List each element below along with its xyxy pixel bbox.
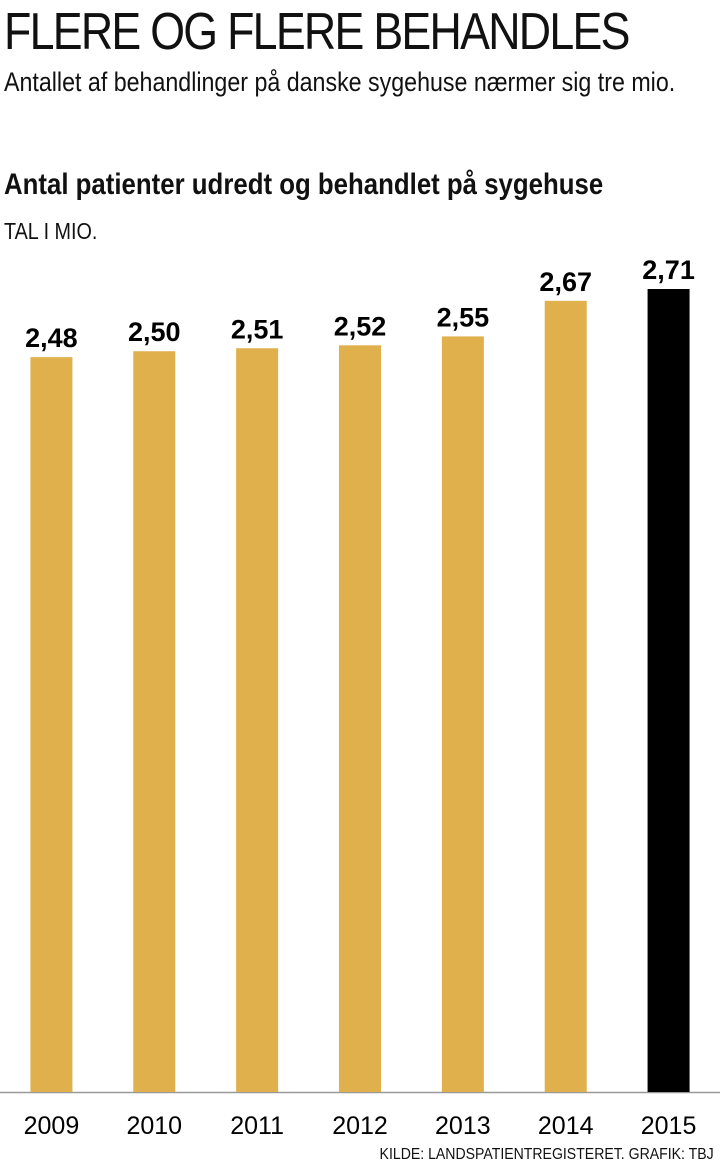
chart-title: Antal patienter udredt og behandlet på s… [4, 168, 604, 201]
bar [339, 345, 381, 1092]
x-tick-label: 2014 [538, 1112, 594, 1140]
bar [647, 289, 690, 1092]
subtitle: Antallet af behandlinger på danske sygeh… [4, 67, 676, 97]
x-tick-label: 2015 [641, 1112, 697, 1140]
title: FLERE OG FLERE BEHANDLES [4, 3, 630, 61]
bar [441, 336, 484, 1092]
x-tick-label: 2009 [24, 1112, 80, 1140]
value-label: 2,55 [437, 302, 490, 332]
bar [133, 351, 176, 1092]
value-label: 2,48 [25, 323, 78, 353]
bar [544, 300, 587, 1092]
value-label: 2,71 [642, 255, 695, 285]
bar [30, 357, 73, 1092]
value-label: 2,50 [128, 317, 181, 347]
bar [236, 348, 279, 1093]
value-label: 2,51 [231, 314, 284, 344]
x-tick-label: 2010 [126, 1112, 182, 1140]
x-tick-label: 2012 [332, 1112, 388, 1140]
x-tick-label: 2013 [435, 1112, 491, 1140]
value-label: 2,67 [539, 267, 592, 297]
x-tick-label: 2011 [230, 1112, 284, 1140]
source: KILDE: LANDSPATIENTREGISTERET. GRAFIK: T… [379, 1146, 714, 1163]
unit-label: TAL I MIO. [4, 218, 98, 244]
value-label: 2,52 [334, 311, 387, 341]
